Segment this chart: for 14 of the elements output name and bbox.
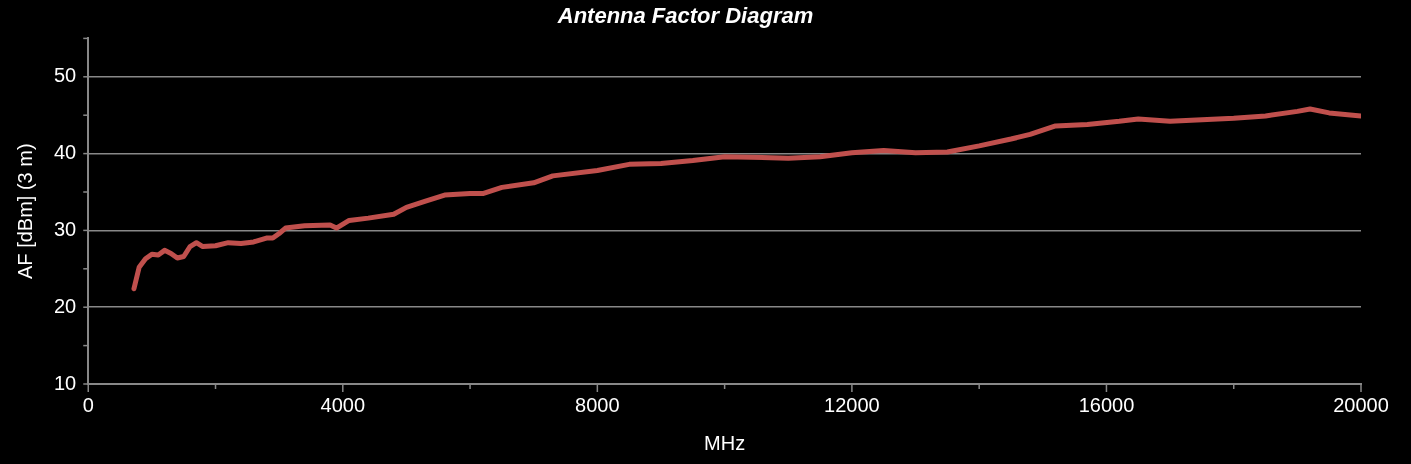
y-tick-label: 40 bbox=[54, 141, 77, 164]
y-tick-label: 50 bbox=[54, 64, 77, 87]
y-tick-label: 30 bbox=[54, 217, 77, 240]
y-tick-label: 10 bbox=[54, 371, 77, 394]
x-tick-label: 8000 bbox=[575, 393, 620, 416]
y-tick-label: 20 bbox=[54, 294, 77, 317]
x-tick-label: 20000 bbox=[1333, 393, 1389, 416]
chart-title: Antenna Factor Diagram bbox=[556, 3, 814, 29]
x-tick-label: 0 bbox=[82, 393, 94, 416]
x-axis-title: MHz bbox=[704, 431, 746, 454]
x-tick-label: 16000 bbox=[1078, 393, 1135, 416]
y-axis-title: AF [dBm] (3 m) bbox=[13, 143, 36, 279]
x-tick-label: 4000 bbox=[320, 393, 366, 416]
x-tick-label: 12000 bbox=[824, 393, 880, 416]
